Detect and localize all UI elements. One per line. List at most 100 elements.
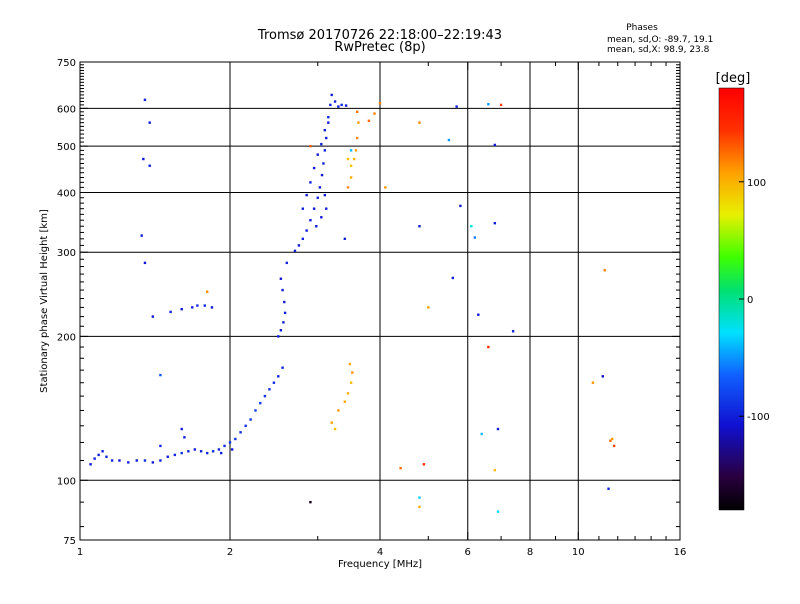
data-point <box>97 453 100 457</box>
data-point <box>244 424 247 428</box>
data-point <box>230 448 234 451</box>
data-point <box>127 461 130 464</box>
grid-lines <box>80 62 680 540</box>
data-point <box>259 401 262 405</box>
data-point <box>318 186 322 189</box>
data-point <box>191 306 194 309</box>
data-point <box>309 219 312 222</box>
data-point <box>343 237 347 241</box>
data-point <box>105 455 108 458</box>
x-tick-labels: 1 2 4 6 8 10 16 <box>77 547 687 558</box>
data-point <box>312 207 316 210</box>
data-point <box>305 229 308 232</box>
data-point <box>333 100 337 103</box>
data-point <box>323 149 327 152</box>
data-point <box>325 207 328 210</box>
o-mode-series <box>89 93 610 504</box>
data-point <box>143 459 147 462</box>
data-point <box>320 142 323 146</box>
data-point <box>148 121 151 124</box>
data-point <box>346 157 350 161</box>
stats-x-mode: mean, sd,X: 98.9, 23.8 <box>607 45 710 55</box>
data-point <box>143 261 147 265</box>
data-point <box>193 448 197 451</box>
data-point <box>159 459 162 462</box>
y-tick-label: 200 <box>57 332 76 343</box>
data-point <box>249 418 252 421</box>
data-point <box>143 98 147 102</box>
data-point <box>320 173 324 177</box>
data-point <box>268 388 271 391</box>
data-point <box>93 457 96 460</box>
data-point <box>316 153 319 156</box>
data-point <box>166 455 169 458</box>
stats-o-mode: mean, sd,O: -89.7, 19.1 <box>607 35 713 45</box>
data-point <box>142 157 145 161</box>
x-tick-label: 2 <box>227 547 233 558</box>
data-point <box>205 290 209 293</box>
data-point <box>496 427 500 431</box>
data-point <box>477 313 480 316</box>
data-point <box>283 300 286 304</box>
data-point <box>352 157 356 161</box>
data-point <box>323 193 327 197</box>
data-point <box>346 392 350 395</box>
data-point <box>337 105 340 108</box>
x-tick-label: 8 <box>527 547 533 558</box>
data-point <box>348 362 352 366</box>
data-point <box>159 444 162 448</box>
data-point <box>297 244 301 247</box>
x-mode-series <box>159 101 616 513</box>
data-point <box>305 193 308 197</box>
data-point <box>612 444 616 448</box>
y-tick-labels: 75 100 200 300 400 500 600 750 <box>57 58 76 547</box>
data-point <box>285 261 288 265</box>
data-point <box>279 329 283 332</box>
data-point <box>487 345 490 349</box>
data-point <box>239 431 242 434</box>
x-tick-label: 16 <box>674 547 687 558</box>
data-point <box>603 269 606 272</box>
data-point <box>346 186 350 189</box>
data-point <box>327 115 330 119</box>
stats-heading: Phases <box>626 23 658 33</box>
data-point <box>459 204 462 208</box>
y-tick-label: 750 <box>57 58 76 69</box>
y-tick-label: 100 <box>57 476 76 487</box>
data-point <box>219 451 223 455</box>
data-point <box>279 277 283 280</box>
data-point <box>281 366 284 369</box>
data-point <box>455 105 458 108</box>
data-point <box>135 459 138 462</box>
data-point <box>609 439 612 442</box>
data-point <box>399 466 402 470</box>
y-axis-label: Stationary phase Virtual Height [km] <box>39 209 50 393</box>
data-point <box>349 176 353 179</box>
data-point <box>180 307 183 311</box>
data-point <box>203 304 206 307</box>
colorbar-tick-label: 0 <box>747 295 753 306</box>
data-point <box>309 500 312 504</box>
data-point <box>333 427 337 431</box>
data-point <box>355 110 359 114</box>
colorbar-tick-label: 100 <box>747 178 766 189</box>
data-point <box>309 181 312 184</box>
chart-subtitle: RwPretec (8p) <box>334 40 425 55</box>
data-point <box>301 207 305 210</box>
data-point <box>180 451 183 455</box>
data-point <box>89 463 92 466</box>
data-point <box>473 236 477 239</box>
data-point <box>418 496 421 499</box>
data-point <box>493 222 497 225</box>
data-point <box>169 310 172 314</box>
y-tick-label: 75 <box>63 536 76 547</box>
data-point <box>327 121 330 124</box>
chart-title: Tromsø 20170726 22:18:00–22:19:43 <box>257 28 502 43</box>
data-point <box>151 461 155 464</box>
data-point <box>591 381 595 384</box>
data-point <box>384 186 387 189</box>
data-point <box>301 237 305 241</box>
data-point <box>187 450 190 453</box>
